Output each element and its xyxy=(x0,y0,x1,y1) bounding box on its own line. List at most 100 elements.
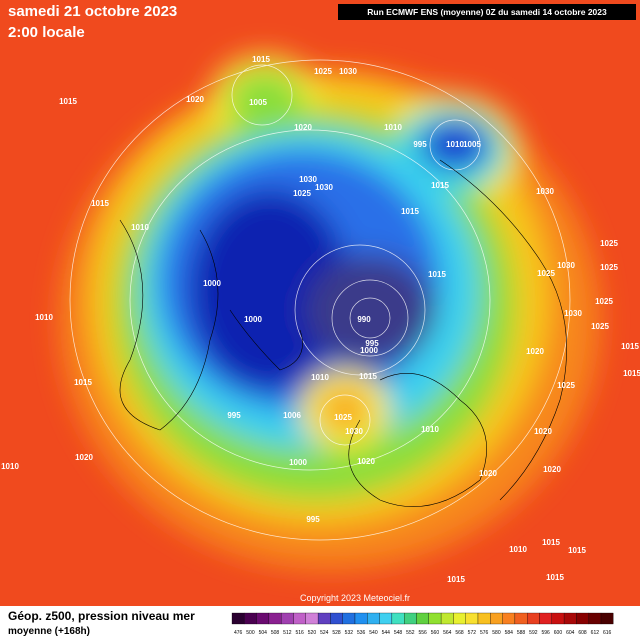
colorbar-label: 500 xyxy=(246,630,255,636)
colorbar-label: 572 xyxy=(468,630,477,636)
isobar-label: 995 xyxy=(306,515,320,524)
isobar-label: 1000 xyxy=(244,315,262,324)
isobar-label: 1010 xyxy=(509,545,527,554)
colorbar-label: 524 xyxy=(320,630,329,636)
colorbar-label: 568 xyxy=(455,630,464,636)
colorbar-swatch xyxy=(404,612,417,625)
isobar-label: 1025 xyxy=(557,381,575,390)
isobar-label: 1025 xyxy=(293,189,311,198)
colorbar-swatch xyxy=(354,612,368,625)
footer-title: Géop. z500, pression niveau mer xyxy=(8,609,195,623)
isobar-label: 1020 xyxy=(526,347,544,356)
isobar-label: 1015 xyxy=(74,378,92,387)
isobar-label: 1015 xyxy=(447,575,465,584)
colorbar-label: 580 xyxy=(492,630,501,636)
colorbar-swatch xyxy=(600,612,614,625)
isobar-label: 1030 xyxy=(345,427,363,436)
isobar-label: 1025 xyxy=(334,413,352,422)
isobar-label: 1015 xyxy=(621,342,639,351)
isobar-label: 1025 xyxy=(595,297,613,306)
isobar-label: 1015 xyxy=(401,207,419,216)
isobar-label: 1025 xyxy=(591,322,609,331)
isobar-label: 1030 xyxy=(299,175,317,184)
isobar-label: 1020 xyxy=(479,469,497,478)
isobar-label: 1020 xyxy=(294,123,312,132)
colorbar-label: 608 xyxy=(578,630,587,636)
time: 2:00 locale xyxy=(8,24,85,41)
colorbar-swatch xyxy=(281,612,294,625)
colorbar: 476 500 504 508 512 516 520 524 528 532 536 540 544 5… xyxy=(231,612,614,636)
isobar-label: 1030 xyxy=(536,187,554,196)
colorbar-swatch xyxy=(268,612,282,625)
isobar-label: 1020 xyxy=(186,95,204,104)
isobar-label: 1020 xyxy=(543,465,561,474)
colorbar-swatch xyxy=(453,612,466,625)
isobar-label: 1000 xyxy=(360,346,378,355)
colorbar-swatch xyxy=(305,612,319,625)
colorbar-swatch xyxy=(588,612,602,625)
colorbar-label: 604 xyxy=(566,630,575,636)
colorbar-label: 576 xyxy=(480,630,489,636)
isobar-label: 1020 xyxy=(534,427,552,436)
colorbar-swatch xyxy=(502,612,516,625)
date: samedi 21 octobre 2023 xyxy=(8,3,177,20)
isobar-label: 1010 xyxy=(446,140,464,149)
colorbar-swatch xyxy=(428,612,442,625)
colorbar-label: 612 xyxy=(591,630,600,636)
colorbar-swatch xyxy=(465,612,479,625)
colorbar-label: 616 xyxy=(603,630,612,636)
isobar-label: 1015 xyxy=(359,372,377,381)
isobar-label: 995 xyxy=(227,411,241,420)
isobar-label: 1000 xyxy=(289,458,307,467)
isobar-label: 1015 xyxy=(252,55,270,64)
colorbar-swatch xyxy=(231,612,245,625)
colorbar-label: 548 xyxy=(394,630,403,636)
coastlines xyxy=(119,159,567,507)
isobar-label: 1015 xyxy=(546,573,564,582)
colorbar-swatch xyxy=(317,612,331,625)
colorbar-swatch xyxy=(514,612,528,625)
isobar-label: 995 xyxy=(365,339,379,348)
colorbar-label: 564 xyxy=(443,630,452,636)
isobar-label: 1015 xyxy=(542,538,560,547)
isobar-label: 1030 xyxy=(315,183,333,192)
isobar-label: 1010 xyxy=(384,123,402,132)
colorbar-swatch xyxy=(330,612,343,625)
colorbar-swatch xyxy=(256,612,270,625)
colorbar-label: 508 xyxy=(271,630,280,636)
colorbar-label: 544 xyxy=(382,630,391,636)
footer-subtitle: moyenne (+168h) xyxy=(8,626,90,637)
isobar-label: 1005 xyxy=(249,98,267,107)
isobar-label: 1030 xyxy=(557,261,575,270)
isobar-label: 1025 xyxy=(600,239,618,248)
isobar-label: 1020 xyxy=(357,457,375,466)
colorbar-swatch xyxy=(527,612,540,625)
run: Run ECMWF ENS (moyenne) 0Z du samedi 14 … xyxy=(367,7,607,17)
isobar-label: 1005 xyxy=(463,140,481,149)
isobar-label: 1010 xyxy=(1,462,19,471)
colorbar-label: 476 xyxy=(234,630,243,636)
colorbar-label: 528 xyxy=(332,630,341,636)
isobar-label: 1015 xyxy=(91,199,109,208)
isobar-label: 1006 xyxy=(283,411,301,420)
colorbar-swatch xyxy=(379,612,393,625)
colorbar-label: 536 xyxy=(357,630,366,636)
colorbar-swatch xyxy=(539,612,552,625)
isobar-label: 1025 xyxy=(600,263,618,272)
colorbar-label: 588 xyxy=(517,630,526,636)
colorbar-label: 600 xyxy=(554,630,563,636)
isobar-label: 1010 xyxy=(35,313,53,322)
colorbar-label: 540 xyxy=(369,630,378,636)
isobar-label: 1015 xyxy=(59,97,77,106)
isobar-label: 1025 xyxy=(314,67,332,76)
colorbar-swatch xyxy=(477,612,491,625)
colorbar-swatch xyxy=(244,612,257,625)
isobar-label: 1015 xyxy=(428,270,446,279)
colorbar-swatch xyxy=(551,612,565,625)
isobar-label: 1030 xyxy=(564,309,582,318)
colorbar-label: 556 xyxy=(418,630,427,636)
colorbar-label: 504 xyxy=(259,630,268,636)
isobar-label: 1010 xyxy=(311,373,329,382)
